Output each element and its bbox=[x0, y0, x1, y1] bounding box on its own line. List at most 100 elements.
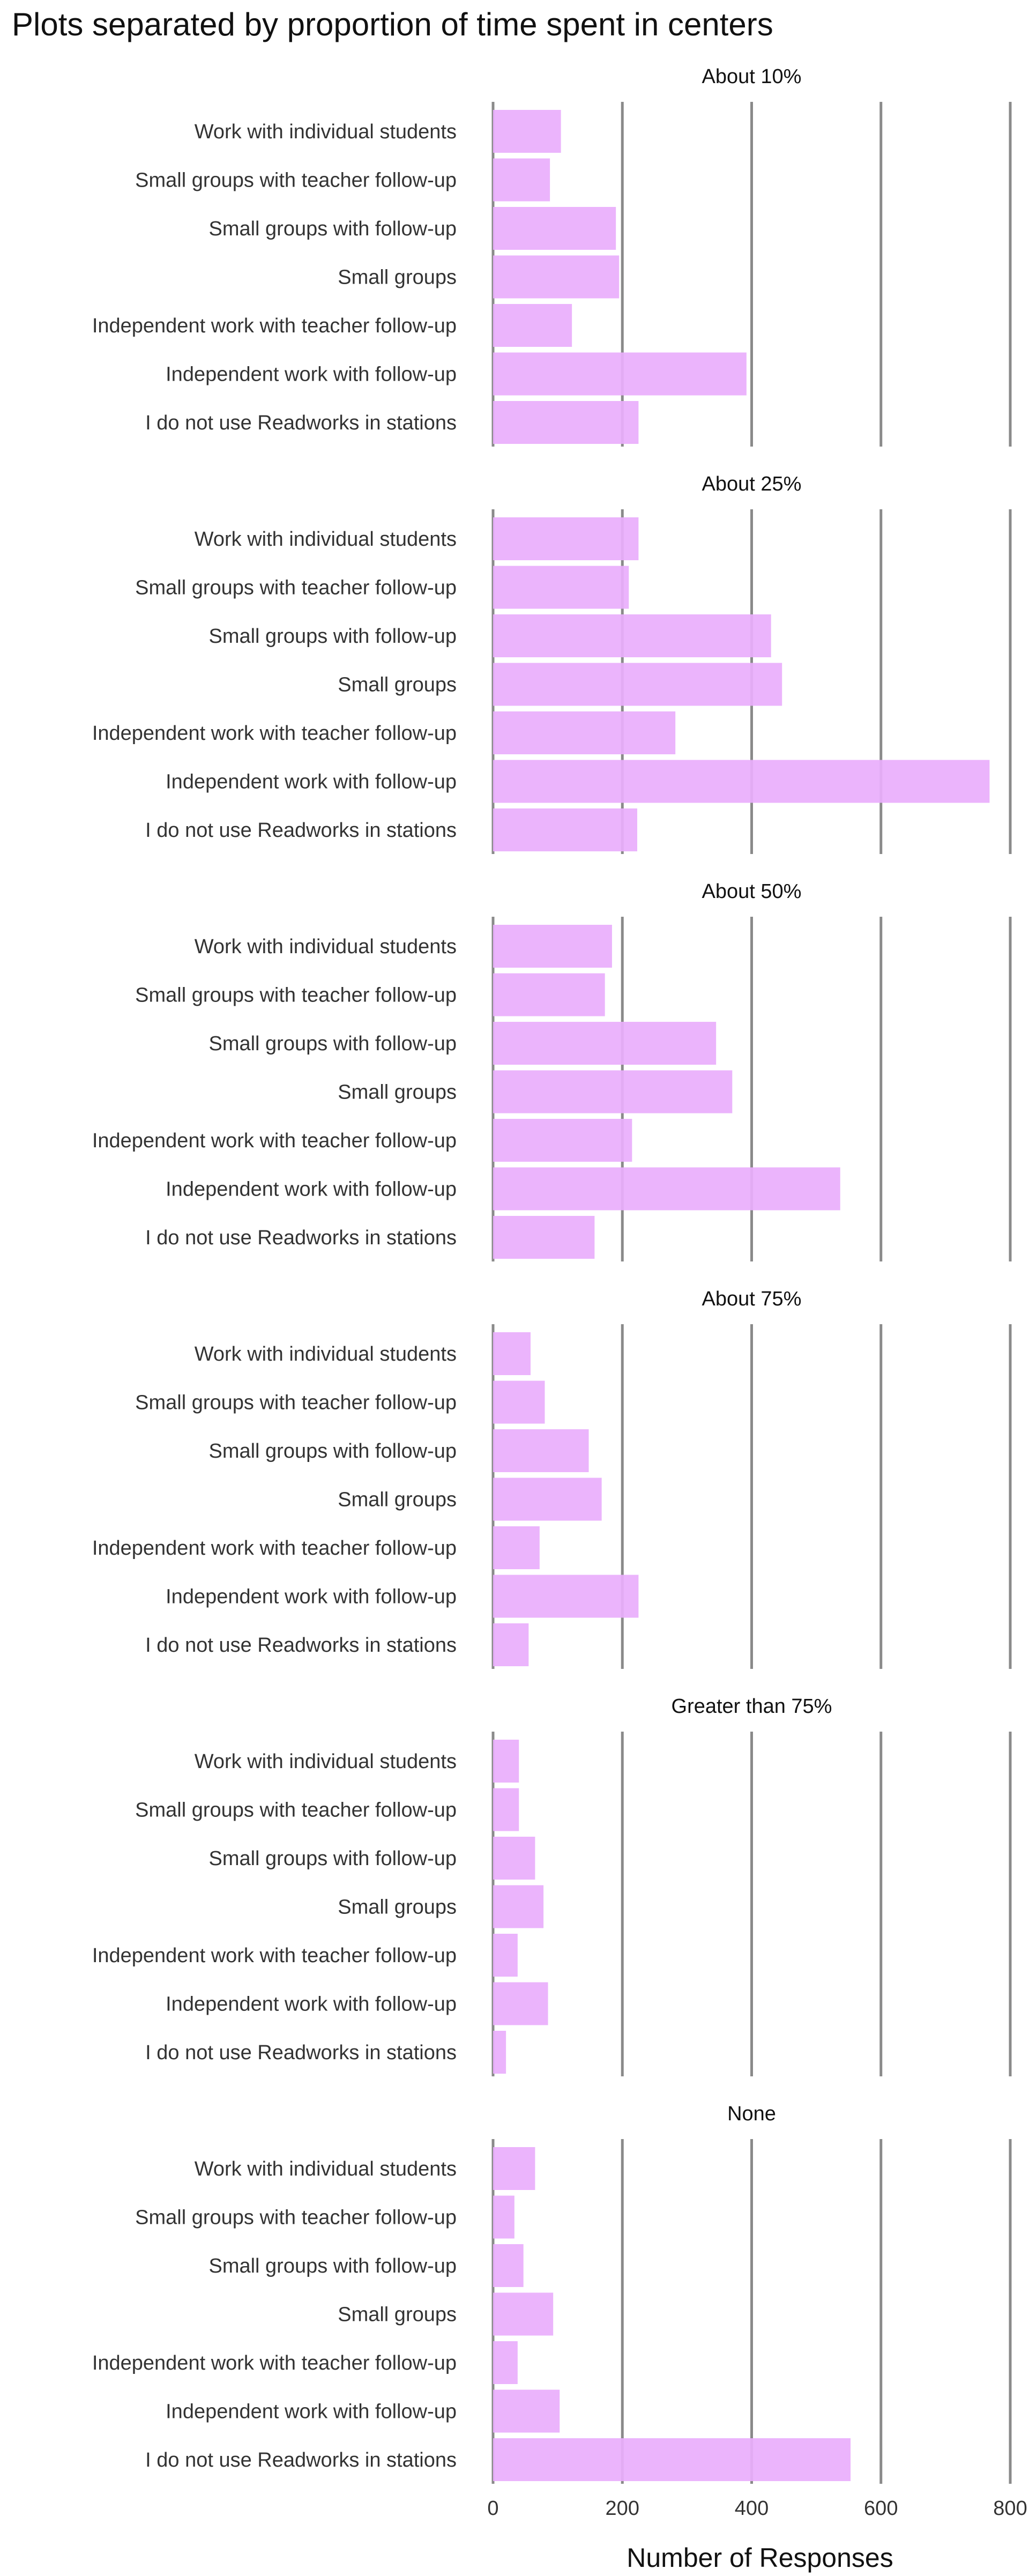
category-label: Work with individual students bbox=[195, 936, 457, 958]
x-tick-label: 600 bbox=[864, 2497, 898, 2520]
bar bbox=[493, 1837, 535, 1880]
x-tick-label: 800 bbox=[993, 2497, 1027, 2520]
category-label: Small groups bbox=[338, 674, 457, 696]
bar bbox=[493, 2341, 518, 2384]
bar bbox=[493, 614, 771, 657]
bar bbox=[493, 1022, 717, 1065]
category-label: Small groups with follow-up bbox=[208, 625, 457, 648]
bar bbox=[493, 2438, 851, 2481]
category-label: Small groups with teacher follow-up bbox=[135, 577, 457, 599]
category-label: I do not use Readworks in stations bbox=[145, 412, 457, 434]
bar bbox=[493, 255, 620, 299]
chart-title: Plots separated by proportion of time sp… bbox=[12, 6, 773, 42]
bar bbox=[493, 401, 639, 444]
bar bbox=[493, 352, 747, 396]
category-label: I do not use Readworks in stations bbox=[145, 2449, 457, 2471]
category-label: Small groups bbox=[338, 1489, 457, 1511]
category-label: Small groups with follow-up bbox=[208, 1033, 457, 1055]
category-label: Independent work with teacher follow-up bbox=[92, 1944, 457, 1967]
bar bbox=[493, 973, 605, 1016]
x-tick-label: 400 bbox=[735, 2497, 769, 2520]
bar bbox=[493, 2147, 535, 2190]
category-label: Small groups with follow-up bbox=[208, 218, 457, 240]
bar bbox=[493, 711, 676, 754]
bar bbox=[493, 925, 612, 968]
category-label: I do not use Readworks in stations bbox=[145, 819, 457, 842]
facet-panel: None Work with individual students Small g… bbox=[92, 2103, 1012, 2484]
category-label: Independent work with teacher follow-up bbox=[92, 1537, 457, 1560]
facet-panel: About 75% Work with individual students Sm… bbox=[92, 1288, 1012, 1669]
category-label: Independent work with teacher follow-up bbox=[92, 1130, 457, 1152]
category-label: Independent work with follow-up bbox=[166, 363, 457, 386]
category-label: Small groups with follow-up bbox=[208, 2255, 457, 2277]
category-label: Independent work with teacher follow-up bbox=[92, 2352, 457, 2374]
bar bbox=[493, 760, 990, 803]
facet-panel: About 10% Work with individual students Sm… bbox=[92, 65, 1012, 447]
category-label: I do not use Readworks in stations bbox=[145, 1227, 457, 1249]
category-label: Small groups with teacher follow-up bbox=[135, 169, 457, 192]
bar bbox=[493, 1885, 544, 1928]
category-label: Independent work with follow-up bbox=[166, 1586, 457, 1608]
bar bbox=[493, 1575, 639, 1618]
bar bbox=[493, 1740, 519, 1783]
bar bbox=[493, 1934, 518, 1977]
bar bbox=[493, 1429, 589, 1472]
category-label: Small groups with teacher follow-up bbox=[135, 2207, 457, 2229]
category-label: Work with individual students bbox=[195, 121, 457, 143]
category-label: Independent work with follow-up bbox=[166, 2401, 457, 2423]
bar bbox=[493, 1982, 548, 2025]
bar bbox=[493, 566, 629, 609]
category-label: Independent work with teacher follow-up bbox=[92, 722, 457, 745]
facet-panel: About 50% Work with individual students Sm… bbox=[92, 880, 1012, 1261]
bar bbox=[493, 110, 561, 153]
bar bbox=[493, 1119, 632, 1162]
bar bbox=[493, 304, 572, 347]
bar bbox=[493, 158, 550, 202]
category-label: Small groups bbox=[338, 1896, 457, 1919]
bar bbox=[493, 2389, 560, 2433]
x-axis-label: Number of Responses bbox=[627, 2543, 893, 2573]
bar bbox=[493, 1380, 545, 1424]
facet-title: Greater than 75% bbox=[672, 1695, 832, 1718]
bar bbox=[493, 517, 639, 560]
x-tick-label: 0 bbox=[487, 2497, 498, 2520]
bar bbox=[493, 207, 616, 250]
bar bbox=[493, 1623, 529, 1666]
x-tick-label: 200 bbox=[606, 2497, 639, 2520]
bar bbox=[493, 1332, 531, 1375]
bar bbox=[493, 2195, 514, 2239]
category-label: Small groups bbox=[338, 2304, 457, 2326]
bar bbox=[493, 1478, 602, 1521]
facet-panel: Greater than 75% Work with individual stu… bbox=[92, 1695, 1012, 2076]
category-label: Small groups with teacher follow-up bbox=[135, 984, 457, 1007]
facet-panel: About 25% Work with individual students Sm… bbox=[92, 473, 1012, 854]
bar bbox=[493, 1216, 595, 1259]
bar bbox=[493, 1070, 733, 1113]
category-label: Work with individual students bbox=[195, 528, 457, 551]
facet-title: None bbox=[727, 2103, 776, 2125]
bar bbox=[493, 1167, 840, 1211]
category-label: Small groups with teacher follow-up bbox=[135, 1799, 457, 1822]
bar bbox=[493, 663, 782, 706]
facet-title: About 10% bbox=[702, 65, 802, 88]
category-label: Independent work with teacher follow-up bbox=[92, 315, 457, 337]
category-label: Work with individual students bbox=[195, 1343, 457, 1365]
bar bbox=[493, 1788, 519, 1831]
facet-title: About 50% bbox=[702, 880, 802, 903]
bar bbox=[493, 2244, 524, 2287]
bar bbox=[493, 1526, 540, 1569]
category-label: Work with individual students bbox=[195, 1750, 457, 1773]
category-label: I do not use Readworks in stations bbox=[145, 2042, 457, 2064]
category-label: Small groups bbox=[338, 266, 457, 289]
category-label: Small groups with follow-up bbox=[208, 1440, 457, 1463]
category-label: Small groups bbox=[338, 1081, 457, 1104]
facet-title: About 75% bbox=[702, 1288, 802, 1310]
category-label: Independent work with follow-up bbox=[166, 1993, 457, 2016]
bar bbox=[493, 2031, 506, 2074]
bar bbox=[493, 808, 637, 851]
category-label: Work with individual students bbox=[195, 2158, 457, 2180]
category-label: Small groups with follow-up bbox=[208, 1847, 457, 1870]
facet-title: About 25% bbox=[702, 473, 802, 495]
